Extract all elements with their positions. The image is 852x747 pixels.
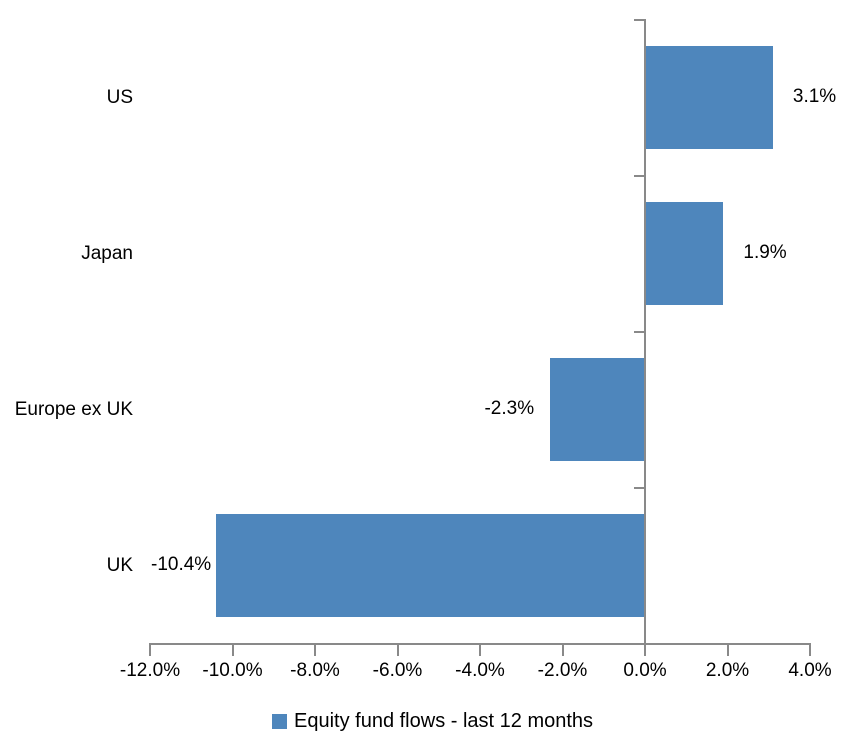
legend-label: Equity fund flows - last 12 months [294, 710, 594, 732]
y-axis-tick [634, 175, 644, 177]
category-label-uk: UK [106, 554, 133, 576]
x-tick-label: -2.0% [537, 660, 588, 681]
x-axis-tick [561, 643, 564, 656]
x-axis-tick [231, 643, 234, 656]
legend-swatch-icon [272, 714, 287, 729]
x-tick-label: -6.0% [372, 660, 423, 681]
value-label-japan: 1.9% [743, 242, 787, 263]
value-label-europe-ex-uk: -2.3% [484, 398, 535, 419]
x-tick-label: -4.0% [455, 660, 505, 681]
category-label-japan: Japan [81, 242, 133, 264]
x-tick-label: -12.0% [119, 660, 181, 681]
bar-uk [216, 513, 645, 617]
x-axis-tick [726, 643, 729, 656]
value-label-uk: -10.4% [151, 554, 212, 575]
y-axis-tick [634, 331, 644, 333]
category-label-europe-ex-uk: Europe ex UK [14, 398, 133, 420]
bar-us [645, 45, 773, 149]
x-tick-label: 2.0% [705, 660, 750, 681]
chart-legend: Equity fund flows - last 12 months [272, 710, 593, 733]
x-tick-label: -10.0% [202, 660, 263, 681]
bar-japan [645, 201, 724, 305]
zero-axis-line [644, 19, 646, 643]
x-tick-label: 4.0% [788, 660, 832, 681]
category-label-us: US [106, 86, 133, 108]
x-axis-tick [644, 643, 646, 656]
x-tick-label: 0.0% [623, 660, 667, 681]
x-axis-tick [479, 643, 481, 656]
bar-europe-ex-uk [550, 357, 645, 461]
x-axis-tick [396, 643, 399, 656]
value-label-us: 3.1% [792, 86, 837, 107]
x-tick-label: -8.0% [290, 660, 340, 681]
y-axis-tick [634, 19, 644, 21]
y-axis-tick [634, 487, 644, 489]
x-axis-tick [314, 643, 316, 656]
x-axis-tick [149, 643, 151, 656]
x-axis-tick [809, 643, 811, 656]
